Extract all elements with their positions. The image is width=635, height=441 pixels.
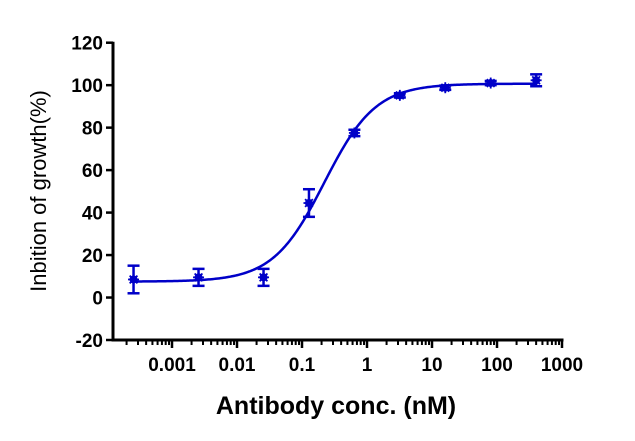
y-tick-label: 100 <box>71 76 103 97</box>
x-tick-label: 10 <box>421 355 442 376</box>
data-point <box>302 187 315 219</box>
axes: -20 0 20 40 60 80 100 120 0.001 0.01 0.1 1 10 100 1000 <box>71 34 583 376</box>
x-tick-label: 1000 <box>541 355 583 376</box>
data-point <box>192 267 205 288</box>
y-tick-label: -20 <box>76 331 103 352</box>
point-marker-spoke <box>129 274 139 285</box>
x-tick-label: 0.01 <box>219 355 256 376</box>
data-point <box>348 127 361 139</box>
data-point <box>530 73 543 88</box>
point-marker-spoke <box>349 128 359 138</box>
fit-curve-group <box>133 82 537 283</box>
point-marker-spoke <box>194 272 204 282</box>
x-tick-label: 0.001 <box>148 355 196 376</box>
y-tick-label: 60 <box>82 161 103 182</box>
y-tick-label: 40 <box>82 204 103 225</box>
point-marker-spoke <box>304 198 314 208</box>
data-point <box>484 77 497 89</box>
x-tick-label: 1 <box>362 355 373 376</box>
point-marker-spoke <box>395 90 405 100</box>
y-tick-label: 80 <box>82 119 103 140</box>
data-point <box>257 267 270 288</box>
y-tick-label: 120 <box>71 34 103 55</box>
data-point <box>127 264 140 295</box>
y-tick-label: 0 <box>92 289 103 310</box>
point-marker-spoke <box>259 272 269 282</box>
data-points <box>127 73 543 295</box>
data-point <box>439 82 452 94</box>
y-axis-title: Inbition of growth(%) <box>26 90 51 292</box>
fit-curve <box>133 82 537 283</box>
x-tick-label: 100 <box>481 355 513 376</box>
x-axis-title: Antibody conc. (nM) <box>216 392 456 420</box>
x-tick-label: 0.1 <box>289 355 316 376</box>
point-marker-spoke <box>486 78 496 88</box>
y-tick-label: 20 <box>82 246 103 267</box>
point-marker-spoke <box>440 83 450 93</box>
data-point <box>393 89 406 101</box>
point-marker-spoke <box>531 75 541 85</box>
